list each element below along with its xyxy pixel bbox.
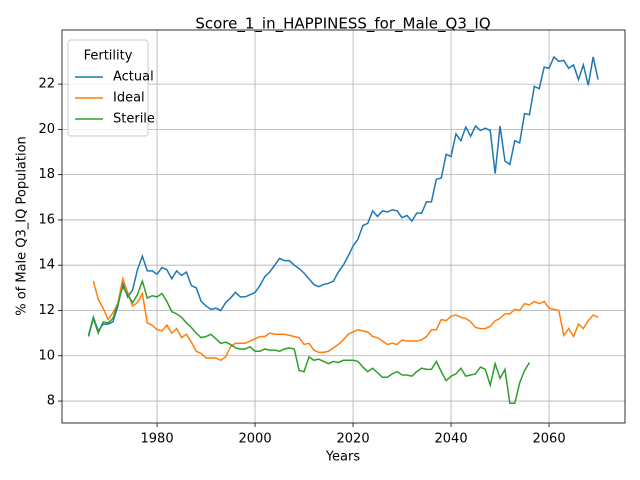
- plot-frame: [61, 29, 626, 424]
- legend-box: [67, 39, 149, 137]
- data-line: [87, 55, 599, 336]
- legend-title: Fertility: [84, 49, 133, 64]
- x-tick-label: 2040: [435, 432, 468, 447]
- y-tick-label: 20: [38, 122, 55, 137]
- x-tick-label: 2000: [239, 432, 272, 447]
- legend-label: Ideal: [113, 91, 145, 106]
- legend-label: Actual: [113, 70, 154, 85]
- y-tick-label: 8: [47, 394, 55, 409]
- x-axis-label: Years: [325, 450, 361, 465]
- legend: Fertility Actual Ideal Sterile: [67, 39, 155, 137]
- y-tick-label: 16: [38, 212, 55, 227]
- x-tick-label: 1980: [141, 432, 174, 447]
- y-axis-label: % of Male Q3_IQ Population: [15, 136, 30, 316]
- y-tick-label: 22: [38, 77, 55, 92]
- data-line: [87, 278, 531, 405]
- y-tick-label: 10: [38, 348, 55, 363]
- y-tick-label: 14: [38, 258, 55, 273]
- x-tick-label: 2060: [533, 432, 566, 447]
- y-tick-label: 18: [38, 167, 55, 182]
- data-line: [92, 275, 599, 362]
- chart-title: Score_1_in_HAPPINESS_for_Male_Q3_IQ: [195, 15, 490, 34]
- x-tick-label: 2020: [337, 432, 370, 447]
- legend-label: Sterile: [113, 112, 155, 127]
- y-tick-label: 12: [38, 303, 55, 318]
